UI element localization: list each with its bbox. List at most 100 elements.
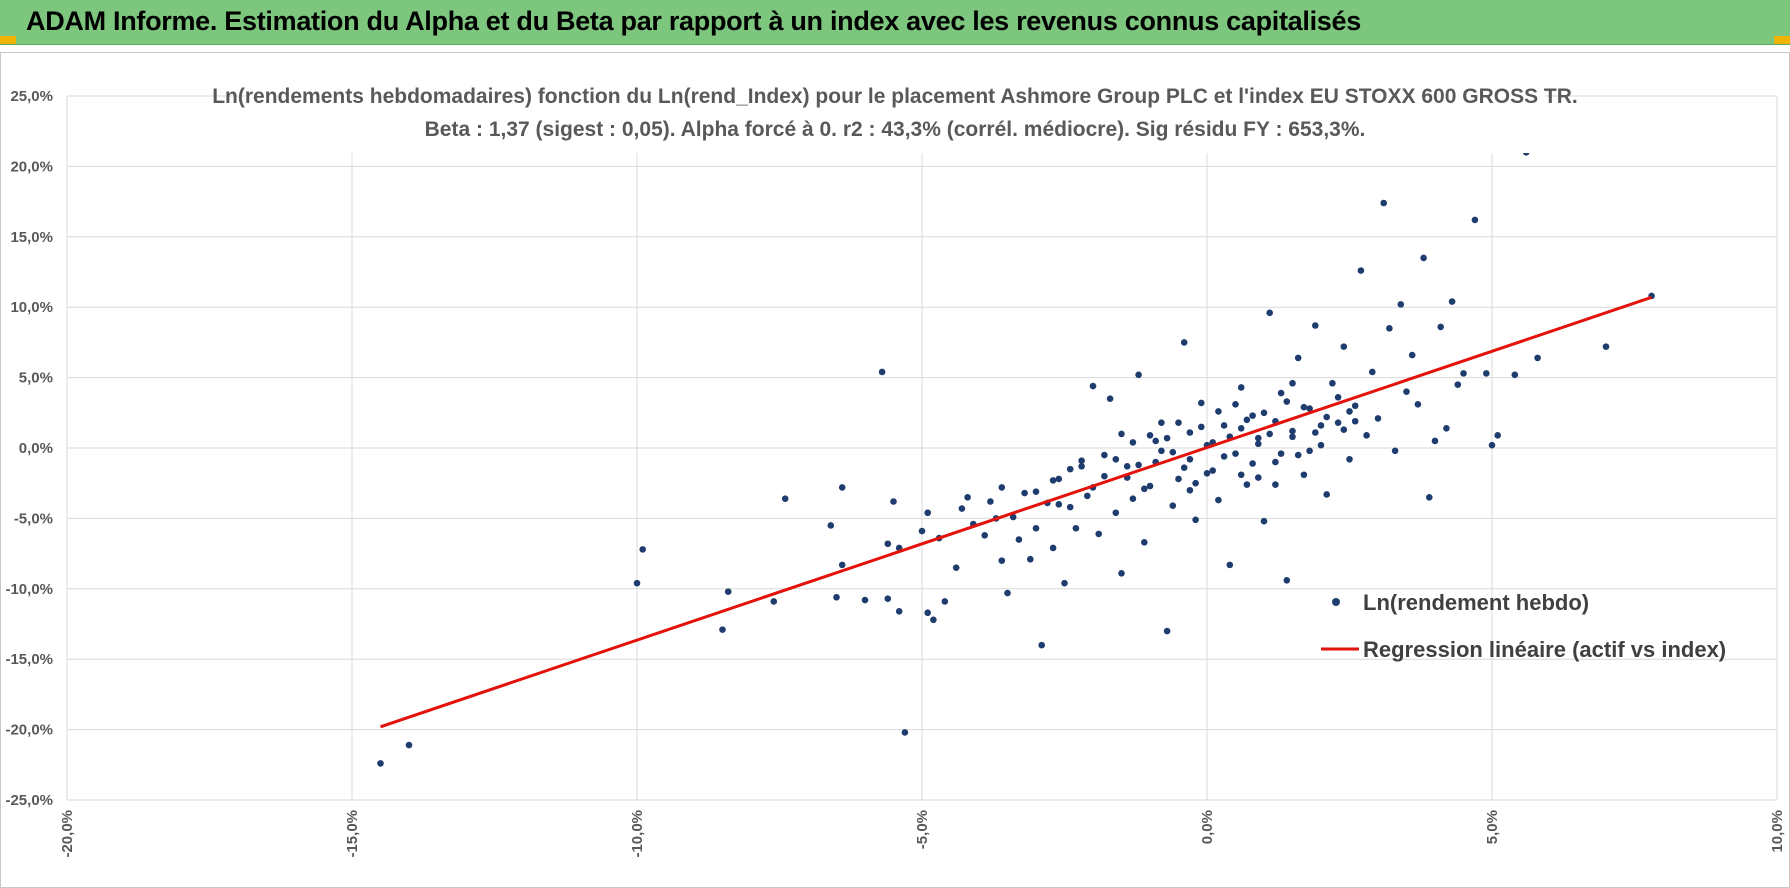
scatter-point <box>1078 457 1085 464</box>
scatter-point <box>1106 395 1114 403</box>
scatter-point <box>1237 384 1245 391</box>
scatter-point <box>1294 354 1302 362</box>
title-background <box>245 75 1545 153</box>
y-tick-label: 25,0% <box>10 88 53 105</box>
scatter-point <box>781 495 789 502</box>
y-tick-label: 0,0% <box>19 440 53 457</box>
scatter-point <box>1146 482 1154 490</box>
scatter-point <box>838 484 846 491</box>
x-tick-label: -20,0% <box>59 810 76 858</box>
x-tick-label: 0,0% <box>1199 810 1216 844</box>
scatter-point <box>1289 433 1296 441</box>
x-axis-ticks: -20,0% -15,0% -10,0% -5,0% 0,0% 5,0% 10,0% <box>59 810 1786 858</box>
scatter-point <box>861 596 869 604</box>
scatter-point <box>1215 496 1222 504</box>
scatter-point <box>1283 398 1291 405</box>
scatter-point <box>633 579 641 587</box>
scatter-point <box>1169 448 1177 456</box>
scatter-point <box>1101 451 1108 459</box>
scatter-point <box>1186 486 1194 494</box>
scatter-chart: 25,0%20,0%15,0%10,0%5,0%0,0%-5,0%-10,0%-… <box>5 75 1786 858</box>
x-tick-label: 10,0% <box>1769 810 1786 853</box>
scatter-point <box>987 498 994 505</box>
scatter-point <box>1066 503 1074 511</box>
scatter-point <box>1055 501 1063 508</box>
scatter-point <box>1027 555 1034 563</box>
scatter-point <box>1277 450 1285 457</box>
y-tick-label: -15,0% <box>5 651 53 668</box>
scatter-point <box>918 527 926 535</box>
scatter-point <box>1289 379 1296 387</box>
scatter-point <box>998 484 1006 491</box>
scatter-point <box>1351 402 1359 410</box>
scatter-point <box>1232 450 1239 457</box>
y-tick-label: 15,0% <box>10 229 53 246</box>
x-tick-label: 5,0% <box>1484 810 1501 844</box>
scatter-point <box>1066 465 1074 473</box>
scatter-point <box>1511 371 1519 379</box>
scatter-point <box>1192 516 1199 524</box>
scatter-point <box>1340 343 1348 350</box>
scatter-point <box>1226 561 1234 569</box>
scatter-point <box>924 509 931 517</box>
scatter-point <box>1334 394 1342 401</box>
scatter-point <box>1055 475 1063 483</box>
scatter-point <box>1032 524 1040 532</box>
y-tick-label: -20,0% <box>5 722 53 739</box>
scatter-point <box>1220 453 1228 460</box>
scatter-point <box>1414 401 1422 408</box>
scatter-point <box>941 598 949 605</box>
scatter-point <box>1443 424 1450 432</box>
scatter-point <box>1317 441 1325 449</box>
legend-label-scatter: Ln(rendement hebdo) <box>1363 590 1589 615</box>
scatter-point <box>1112 455 1120 463</box>
scatter-point <box>1032 488 1040 495</box>
y-tick-label: -25,0% <box>5 792 53 809</box>
scatter-point <box>1448 298 1456 305</box>
scatter-point <box>1129 439 1137 446</box>
scatter-point <box>1004 589 1011 597</box>
y-tick-label: -5,0% <box>14 510 53 527</box>
scatter-point <box>1152 437 1159 445</box>
scatter-point <box>1169 502 1177 510</box>
scatter-point <box>1483 370 1490 377</box>
scatter-point <box>1243 481 1251 488</box>
scatter-point <box>1494 432 1501 439</box>
scatter-point <box>1015 536 1023 543</box>
scatter-point <box>895 608 903 615</box>
scatter-point <box>1237 471 1245 479</box>
scatter-point <box>1300 403 1308 411</box>
scatter-point <box>770 598 778 605</box>
scatter-point <box>1009 513 1017 521</box>
scatter-point <box>1374 415 1382 422</box>
scatter-point <box>1431 437 1439 445</box>
scatter-point <box>1101 472 1108 480</box>
grid-lines <box>66 95 1778 801</box>
scatter-point <box>1266 430 1273 438</box>
y-tick-label: 10,0% <box>10 299 53 316</box>
scatter-point <box>833 593 840 601</box>
scatter-point <box>1323 491 1330 498</box>
scatter-point <box>1163 627 1171 635</box>
scatter-point <box>827 522 835 529</box>
scatter-point <box>1306 447 1313 455</box>
scatter-point <box>878 368 886 376</box>
scatter-point <box>639 546 646 553</box>
scatter-point <box>1186 455 1194 463</box>
x-tick-label: -10,0% <box>629 810 646 858</box>
scatter-point <box>838 561 846 569</box>
scatter-point <box>724 588 732 595</box>
scatter-point <box>1380 199 1387 207</box>
scatter-point <box>1049 477 1057 484</box>
scatter-point <box>1340 426 1348 433</box>
scatter-point <box>1129 495 1137 502</box>
scatter-point <box>1312 322 1319 329</box>
scatter-point <box>1534 354 1541 362</box>
scatter-point <box>1141 485 1148 493</box>
scatter-point <box>1078 463 1085 470</box>
scatter-point <box>1186 429 1194 436</box>
scatter-point <box>1602 343 1610 350</box>
chart-subtitle: Beta : 1,37 (sigest : 0,05). Alpha forcé… <box>425 118 1366 141</box>
scatter-point <box>1272 458 1279 466</box>
scatter-point <box>1363 432 1370 439</box>
